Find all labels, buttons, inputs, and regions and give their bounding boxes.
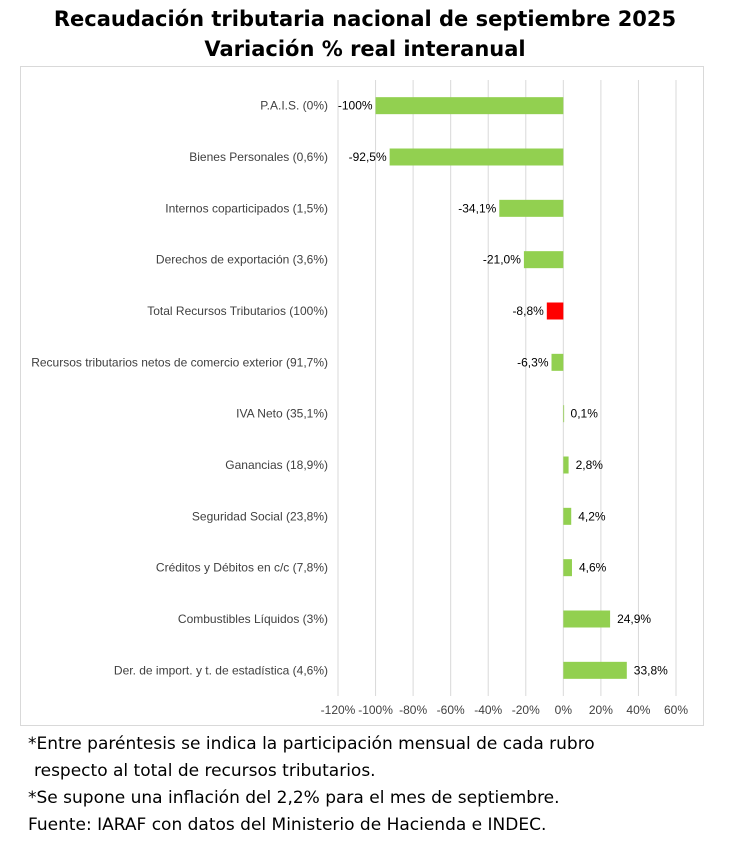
chart-frame	[20, 66, 704, 726]
footnote-participation: *Entre paréntesis se indica la participa…	[28, 734, 595, 754]
data-label: 4,2%	[578, 509, 606, 523]
footnote-participation-cont: respecto al total de recursos tributario…	[34, 761, 376, 781]
category-label: P.A.I.S. (0%)	[260, 99, 328, 113]
x-tick-label: -80%	[399, 703, 427, 717]
bars	[375, 97, 627, 679]
bar	[546, 302, 564, 320]
bar	[563, 610, 611, 628]
bar	[389, 148, 564, 166]
footnote-inflation: *Se supone una inflación del 2,2% para e…	[28, 788, 560, 808]
data-label: 33,8%	[634, 663, 668, 677]
bar	[563, 507, 572, 525]
x-tick-label: 40%	[626, 703, 650, 717]
data-label: 0,1%	[571, 407, 599, 421]
data-label: -6,3%	[517, 355, 549, 369]
bar	[563, 559, 572, 577]
data-label: -100%	[338, 99, 373, 113]
x-tick-label: -20%	[512, 703, 540, 717]
x-tick-label: 0%	[555, 703, 573, 717]
category-label: Ganancias (18,9%)	[225, 458, 328, 472]
category-label: Seguridad Social (23,8%)	[192, 509, 328, 523]
category-label: Bienes Personales (0,6%)	[189, 150, 328, 164]
category-label: Derechos de exportación (3,6%)	[156, 253, 328, 267]
bar	[563, 661, 627, 679]
x-tick-label: 20%	[589, 703, 613, 717]
x-tick-label: 60%	[664, 703, 688, 717]
category-label: Créditos y Débitos en c/c (7,8%)	[156, 561, 328, 575]
bar	[375, 97, 564, 115]
x-axis: -120% -100% -80% -60% -40% -20% 0% 20% 40% 60%	[321, 703, 689, 717]
data-label: -92,5%	[349, 150, 387, 164]
data-label: 24,9%	[617, 612, 651, 626]
bar-chart: -120% -100% -80% -60% -40% -20% 0% 20% 40% 60% P.…	[31, 80, 689, 717]
x-tick-label: -40%	[474, 703, 502, 717]
bar	[523, 251, 564, 269]
bar	[499, 199, 564, 217]
data-label: -34,1%	[458, 201, 496, 215]
bar	[551, 353, 564, 371]
category-label: IVA Neto (35,1%)	[236, 407, 328, 421]
category-label: Total Recursos Tributarios (100%)	[147, 304, 328, 318]
data-label: 2,8%	[576, 458, 604, 472]
data-label: -8,8%	[512, 304, 544, 318]
category-label: Combustibles Líquidos (3%)	[178, 612, 328, 626]
labels: P.A.I.S. (0%) -100% Bienes Personales (0,6…	[31, 99, 668, 678]
chart-subtitle: Variación % real interanual	[204, 37, 526, 61]
grid-lines	[337, 80, 677, 696]
x-tick-label: -120%	[321, 703, 356, 717]
bar	[563, 456, 569, 474]
chart-title-block: Recaudación tributaria nacional de septi…	[0, 4, 730, 64]
data-label: -21,0%	[483, 253, 521, 267]
source-note: Fuente: IARAF con datos del Ministerio d…	[28, 815, 547, 835]
chart-title: Recaudación tributaria nacional de septi…	[53, 7, 677, 31]
data-label: 4,6%	[579, 561, 607, 575]
category-label: Recursos tributarios netos de comercio e…	[31, 355, 328, 369]
category-label: Internos coparticipados (1,5%)	[165, 201, 328, 215]
category-label: Der. de import. y t. de estadística (4,6…	[114, 663, 328, 677]
bar	[563, 405, 565, 423]
footnotes: *Entre paréntesis se indica la participa…	[28, 731, 728, 839]
x-tick-label: -100%	[358, 703, 393, 717]
x-tick-label: -60%	[437, 703, 465, 717]
